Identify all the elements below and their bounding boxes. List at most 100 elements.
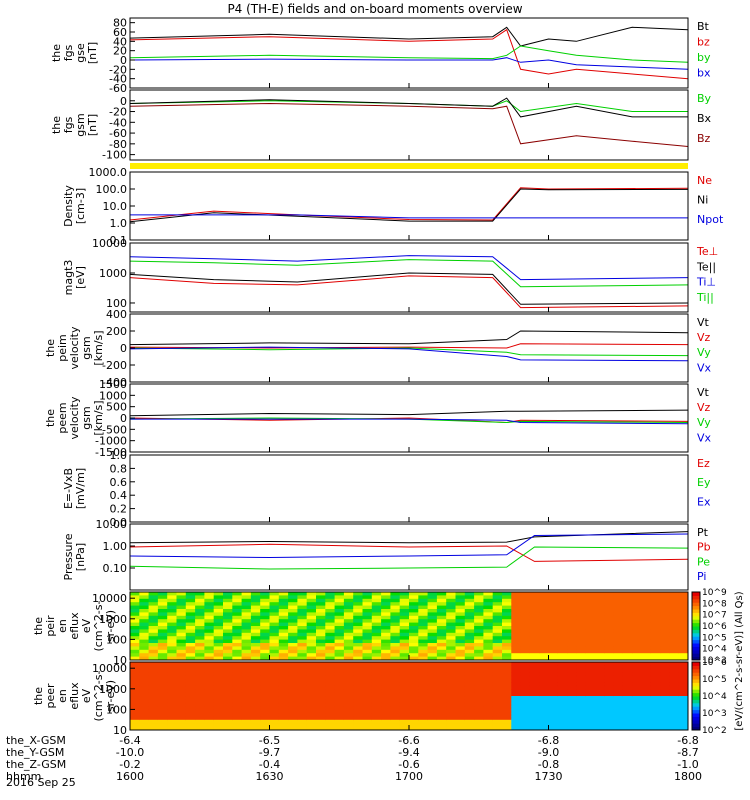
heatmap-cell [306,653,317,658]
colorbar-cell [692,685,700,690]
heatmap-cell [213,682,224,687]
heatmap-cell [613,696,624,700]
heatmap-cell [399,719,410,724]
heatmap-cell [474,626,484,630]
heatmap-cell [371,632,382,637]
heatmap-cell [260,626,270,630]
heatmap-cell [511,706,522,711]
heatmap-cell [232,716,243,721]
heatmap-cell [557,592,568,596]
heatmap-cell [613,713,624,717]
heatmap-cell [306,699,317,704]
heatmap-cell [288,656,298,661]
heatmap-cell [604,646,615,651]
heatmap-cell [390,649,401,654]
heatmap-cell [167,726,177,731]
heatmap-cell [176,643,187,647]
heatmap-cell [567,726,577,731]
heatmap-cell [362,592,373,596]
heatmap-cell [660,612,670,617]
heatmap-cell [176,716,187,721]
heatmap-cell [353,622,363,627]
heatmap-cell [529,685,540,690]
heatmap-cell [325,615,336,620]
heatmap-cell [399,723,410,728]
ylabel-line: velocity [68,326,81,369]
heatmap-cell [167,713,177,717]
heatmap-cell [650,699,661,704]
heatmap-cell [390,726,401,731]
heatmap-cell [241,682,252,687]
heatmap-cell [306,626,317,630]
heatmap-cell [223,689,233,694]
heatmap-cell [316,639,326,644]
heatmap-cell [427,668,438,673]
heatmap-cell [529,719,540,724]
legend-entry-Ey: Ey [697,476,711,489]
heatmap-cell [316,713,326,717]
heatmap-cell [316,682,326,687]
heatmap-cell [576,649,587,654]
heatmap-cell [232,643,243,647]
heatmap-cell [622,649,633,654]
heatmap-cell [130,726,140,731]
heatmap-cell [195,605,205,610]
heatmap-cell [288,719,298,724]
ytick-label: 60 [113,26,127,39]
heatmap-cell [297,639,308,644]
heatmap-cell [204,639,215,644]
heatmap-cell [390,646,401,651]
heatmap-cell [399,649,410,654]
heatmap-cell [464,709,475,714]
heatmap-cell [241,689,252,694]
heatmap-cell [390,696,401,700]
legend-entry-bz: bz [697,36,710,49]
heatmap-cell [585,706,596,711]
heatmap-cell [548,598,559,603]
heatmap-cell [232,649,243,654]
heatmap-cell [567,592,577,596]
colorbar-tick-label: 10^7 [702,611,727,621]
heatmap-cell [260,689,270,694]
heatmap-cell [306,689,317,694]
heatmap-cell [622,702,633,707]
heatmap-cell [269,672,280,677]
heatmap-cell [343,619,354,624]
heatmap-cell [195,609,205,613]
heatmap-cell [650,726,661,731]
heatmap-cell [539,668,549,673]
heatmap-cell [297,685,308,690]
heatmap-cell [167,706,177,711]
heatmap-cell [548,632,559,637]
heatmap-cell [250,656,261,661]
heatmap-cell [176,665,187,670]
heatmap-cell [650,592,661,596]
heatmap-cell [474,692,484,697]
heatmap-cell [650,646,661,651]
heatmap-cell [148,692,159,697]
heatmap-cell [622,609,633,613]
heatmap-cell [167,619,177,624]
heatmap-cell [502,646,512,651]
ylabel-line: eV [80,688,93,703]
heatmap-cell [502,662,512,666]
heatmap-cell [474,713,484,717]
heatmap-cell [604,706,615,711]
heatmap-cell [167,682,177,687]
heatmap-cell [483,713,494,717]
heatmap-cell [678,689,689,694]
heatmap-cell [492,713,503,717]
heatmap-cell [492,653,503,658]
heatmap-cell [343,716,354,721]
heatmap-cell [250,723,261,728]
heatmap-cell [195,668,205,673]
series-line-Ti|| [129,259,689,288]
heatmap-cell [381,723,391,728]
xaxis-tick-label: 1600 [116,770,144,783]
heatmap-cell [278,723,289,728]
heatmap-cell [306,632,317,637]
heatmap-cell [381,668,391,673]
heatmap-cell [390,619,401,624]
heatmap-cell [213,706,224,711]
heatmap-cell [288,665,298,670]
